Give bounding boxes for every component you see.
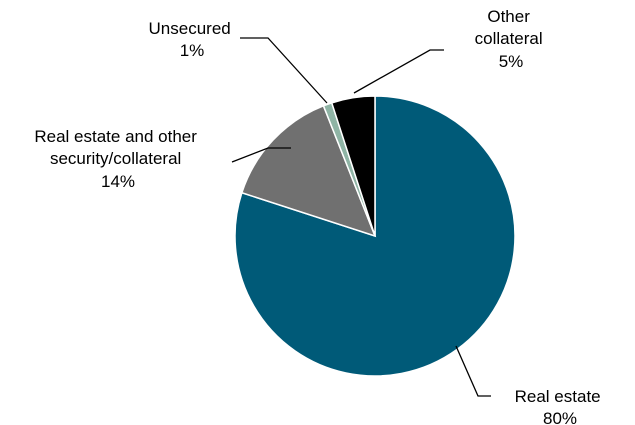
pie-slices [234,95,516,377]
leader-line-other-collateral [353,49,444,94]
pie-slice-other-collateral [330,95,376,237]
slice-label-other-collateral: Other collateral 5% [475,7,548,71]
slice-label-unsecured: Unsecured 1% [149,19,236,60]
pie-slice-real-estate-and-other-security-collateral [240,104,377,238]
leader-line-real-estate [455,345,491,397]
leader-line-real-estate-other [231,147,291,163]
leader-line-unsecured [240,37,328,104]
slice-label-real-estate-and-other: Real estate and other security/collatera… [34,127,201,191]
slice-label-real-estate: Real estate 80% [515,387,606,425]
